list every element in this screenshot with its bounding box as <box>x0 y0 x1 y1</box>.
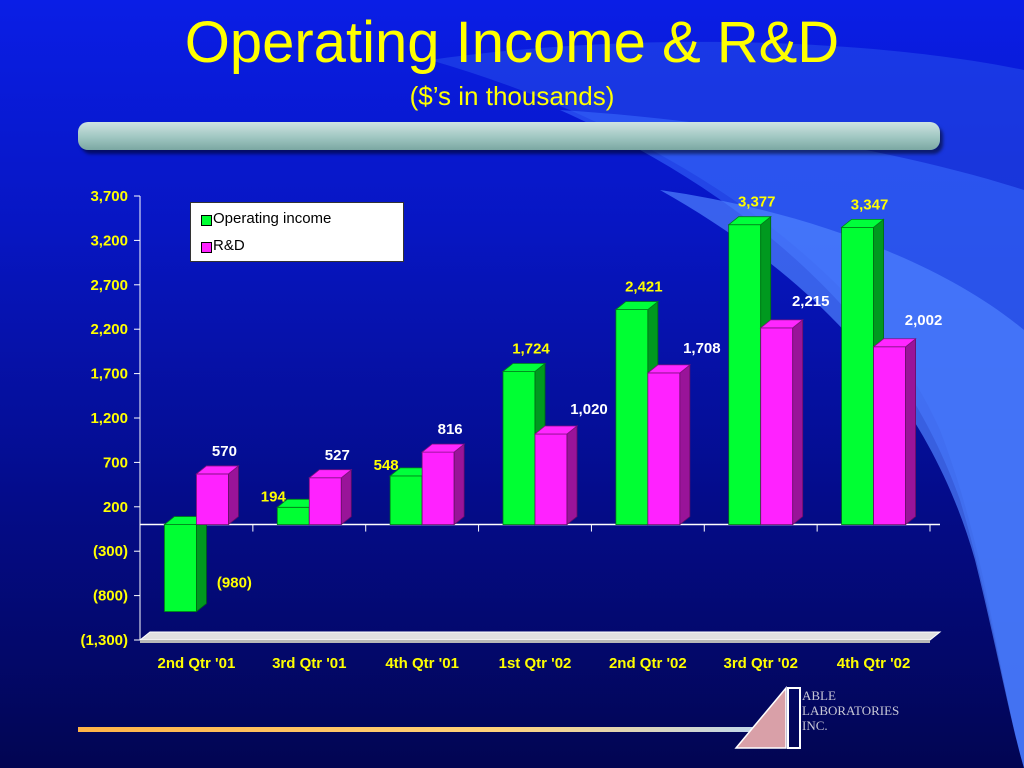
data-label-rd: 816 <box>438 421 463 438</box>
x-tick-label: 1st Qtr '02 <box>499 655 572 672</box>
footer-line <box>78 727 778 732</box>
slide-subtitle: ($’s in thousands) <box>409 81 615 111</box>
data-label-operating-income: 3,377 <box>738 194 776 211</box>
y-tick-label: 1,200 <box>90 410 128 427</box>
x-tick-label: 3rd Qtr '02 <box>723 655 797 672</box>
y-tick-label: 1,700 <box>90 366 128 383</box>
x-tick-label: 3rd Qtr '01 <box>272 655 346 672</box>
bar-rd <box>759 319 804 526</box>
y-tick-label: 3,200 <box>90 232 128 249</box>
chart-floor-edge <box>140 640 930 643</box>
data-labels-layer: (980) 194 548 1,724 2,421 3,377 3,347 570 527 816… <box>212 194 942 592</box>
data-label-operating-income: (980) <box>217 575 252 592</box>
company-name-line-1: ABLE <box>802 688 836 703</box>
y-tick-label: 700 <box>103 454 128 471</box>
data-label-operating-income: 194 <box>261 488 287 505</box>
data-label-rd: 570 <box>212 443 237 460</box>
chart-legend: Operating income R&D <box>190 202 404 262</box>
legend-swatch-operating-income <box>201 215 212 226</box>
data-label-rd: 2,215 <box>792 293 830 310</box>
x-tick-label: 2nd Qtr '01 <box>158 655 236 672</box>
data-label-operating-income: 2,421 <box>625 279 663 296</box>
bars-layer <box>163 215 917 613</box>
legend-entry-operating-income: Operating income <box>201 209 332 229</box>
data-label-rd: 2,002 <box>905 312 943 329</box>
y-tick-label: 3,700 <box>90 188 128 205</box>
data-label-rd: 1,020 <box>570 401 608 418</box>
x-tick-label: 4th Qtr '02 <box>837 655 911 672</box>
data-label-operating-income: 1,724 <box>512 340 550 357</box>
bar-rd <box>872 337 917 526</box>
legend-label-rd: R&D <box>213 237 245 254</box>
bar-rd <box>533 425 579 526</box>
y-tick-label: (1,300) <box>80 632 128 649</box>
data-label-rd: 1,708 <box>683 340 721 357</box>
plot-floor <box>138 631 942 643</box>
y-tick-label: 2,200 <box>90 321 128 338</box>
legend-swatch-rd <box>201 242 212 253</box>
chart-floor <box>138 631 942 641</box>
x-tick-label: 4th Qtr '01 <box>385 655 459 672</box>
data-label-operating-income: 3,347 <box>851 196 889 213</box>
bar-rd <box>421 443 466 526</box>
y-tick-label: 2,700 <box>90 277 128 294</box>
y-tick-label: (800) <box>93 588 128 605</box>
bar-rd <box>195 465 240 526</box>
legend-entry-rd: R&D <box>201 236 245 256</box>
data-label-operating-income: 548 <box>374 457 399 474</box>
slide-title: Operating Income & R&D <box>184 10 840 75</box>
y-tick-label: (300) <box>93 543 128 560</box>
data-label-rd: 527 <box>325 447 350 464</box>
x-tick-label: 2nd Qtr '02 <box>609 655 687 672</box>
bar-rd <box>308 468 353 526</box>
bar-rd <box>646 364 691 526</box>
y-tick-label: 200 <box>103 499 128 516</box>
legend-label-operating-income: Operating income <box>213 210 332 227</box>
bar-operating-income <box>163 515 208 613</box>
company-name-line-2: LABORATORIES <box>802 703 900 718</box>
title-divider-bar <box>78 122 940 150</box>
company-name: ABLE LABORATORIES INC. <box>802 688 899 733</box>
company-name-line-3: INC. <box>802 718 828 733</box>
company-logo <box>734 686 801 749</box>
